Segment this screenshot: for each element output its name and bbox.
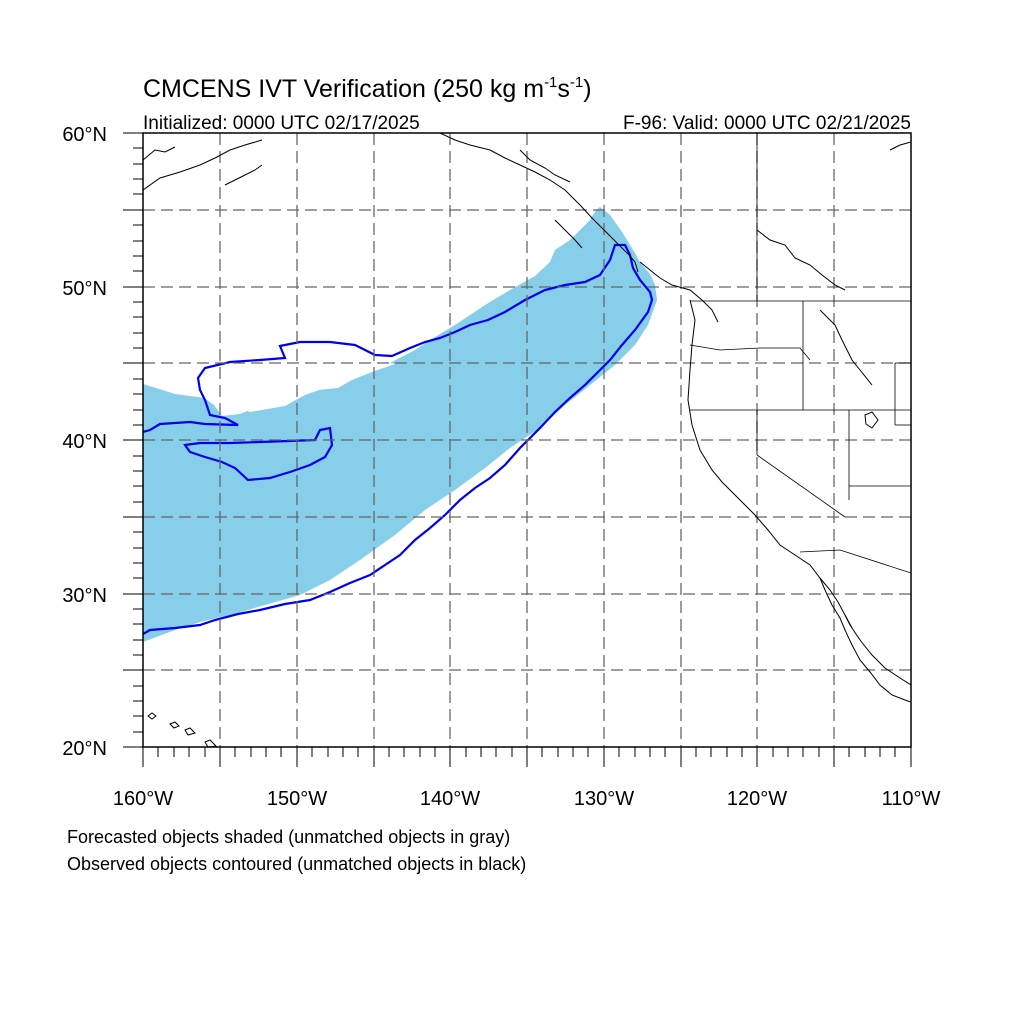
forecast-object xyxy=(143,207,657,642)
lat-label-20n: 20°N xyxy=(62,738,107,760)
state-borders xyxy=(689,133,911,574)
lon-ticks xyxy=(142,747,912,767)
lon-label-140w: 140°W xyxy=(420,788,480,810)
lat-ticks xyxy=(123,132,143,748)
coastlines xyxy=(143,133,911,747)
lon-label-110w: 110°W xyxy=(882,788,941,810)
initialized-time: Initialized: 0000 UTC 02/17/2025 xyxy=(143,113,420,134)
forecast-object-fragment xyxy=(248,413,283,430)
lat-label-30n: 30°N xyxy=(62,585,107,607)
valid-time: F-96: Valid: 0000 UTC 02/21/2025 xyxy=(623,113,911,134)
lon-label-150w: 150°W xyxy=(267,788,327,810)
lat-label-60n: 60°N xyxy=(62,124,107,146)
lon-label-130w: 130°W xyxy=(574,788,634,810)
lat-label-40n: 40°N xyxy=(62,431,107,453)
map-content xyxy=(143,133,911,747)
lon-label-120w: 120°W xyxy=(727,788,787,810)
legend-forecast-note: Forecasted objects shaded (unmatched obj… xyxy=(67,827,510,847)
graticule xyxy=(143,133,911,747)
observed-contour-inner xyxy=(183,426,334,482)
map-title: CMCENS IVT Verification (250 kg m-1s-1) xyxy=(143,74,592,103)
lon-label-160w: 160°W xyxy=(113,788,173,810)
lat-label-50n: 50°N xyxy=(62,278,107,300)
legend-observed-note: Observed objects contoured (unmatched ob… xyxy=(67,854,526,874)
